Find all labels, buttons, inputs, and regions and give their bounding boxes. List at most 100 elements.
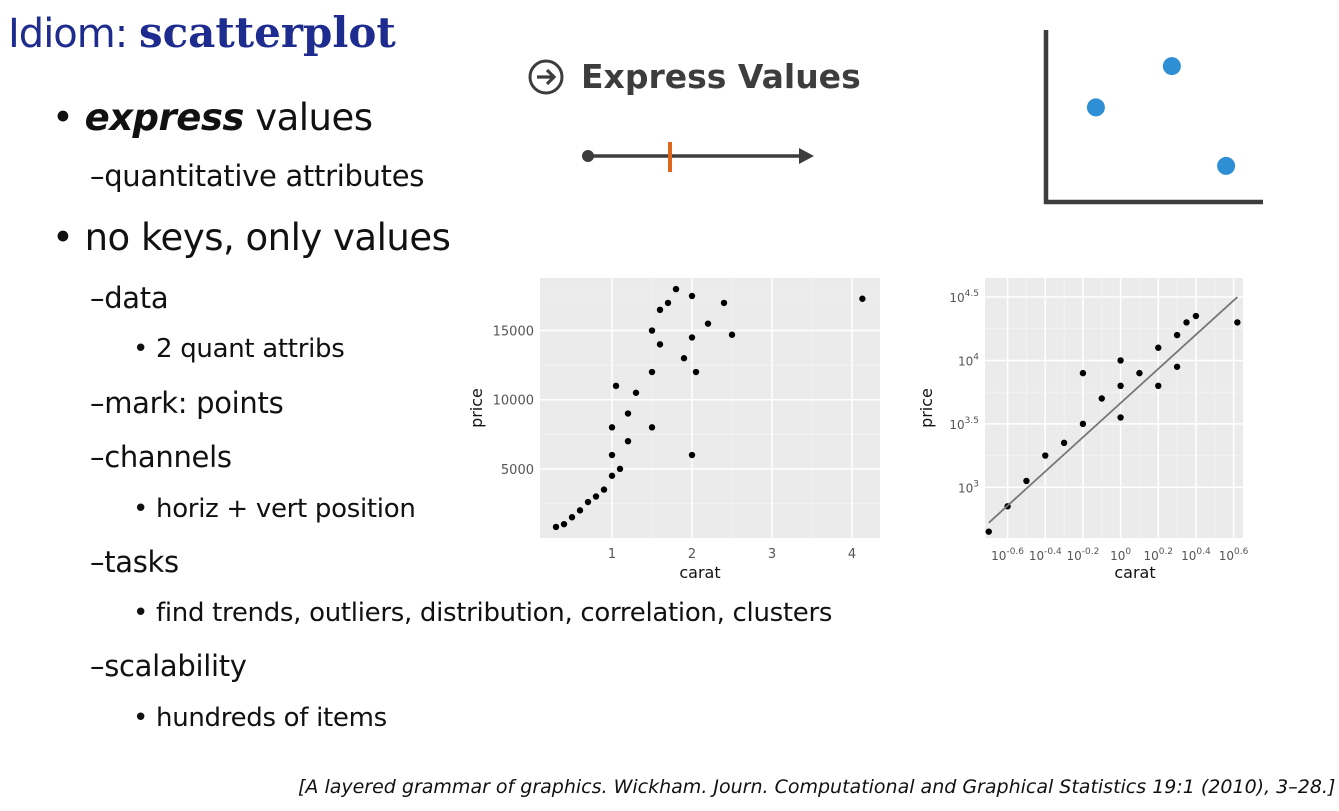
bullet-express-values: • express values [52,96,373,139]
data-point [688,334,696,341]
data-point [608,424,616,431]
data-point [728,331,736,338]
y-tick-labels: 5000 10000 15000 [493,325,534,478]
data-point [568,514,576,521]
bullet-no-keys: • no keys, only values [52,216,451,259]
scatterplot-linear: 1 2 3 4 5000 10000 15000 carat price [467,278,880,582]
data-point [1155,344,1162,351]
data-point [1079,369,1087,377]
data-point [552,523,560,531]
trend-line [988,296,1238,524]
express-values-header: Express Values [527,57,861,96]
grid-lines [985,278,1243,538]
x-tick-label: 1 [608,547,616,562]
data-point [704,320,712,327]
data-point [624,437,632,445]
data-point [616,465,624,473]
bullet-text: hundreds of items [156,703,387,733]
data-point [672,285,680,293]
bullet-quantitative-attributes: –quantitative attributes [90,159,425,193]
data-point [985,528,992,535]
y-axis-label: price [917,388,936,428]
data-point [576,507,584,514]
data-point [1023,477,1030,485]
data-point [1117,382,1124,390]
arrow-circle-icon [528,59,564,94]
data-point [688,292,696,300]
data-point [1234,319,1241,326]
data-point [1079,420,1087,428]
bullet-tasks: –tasks [90,545,179,579]
y-tick-label: 104 [958,352,979,368]
x-tick-label: 4 [848,547,856,562]
x-tick-label: 2 [688,547,696,562]
data-point [600,486,608,493]
y-tick-label: 103.5 [949,416,979,432]
data-point [1060,439,1068,447]
citation: [A layered grammar of graphics. Wickham.… [298,776,1336,798]
bullet-quant-attribs: • 2 quant attribs [133,334,345,364]
y-tick-label: 5000 [501,463,534,478]
data-point [1192,312,1200,320]
title-prefix: Idiom: [8,11,139,57]
y-axis-label: price [467,388,486,428]
bullet-text: horiz + vert position [156,494,416,524]
icon-point [1162,57,1181,76]
bullet-mark-points: –mark: points [90,386,284,420]
data-point [1155,382,1162,390]
icon-points [1086,57,1236,175]
data-point [720,299,728,307]
data-point [1136,369,1143,377]
panel-background [540,278,880,538]
data-points [985,312,1241,535]
bullet-emphasis: express [84,96,245,139]
bullet-data: –data [90,281,169,315]
x-axis-label: carat [679,563,720,582]
data-point [648,327,656,334]
bullet-channels: –channels [90,440,232,474]
bullet-hundreds: • hundreds of items [133,703,387,733]
data-point [1098,395,1105,402]
bullet-scalability: –scalability [90,649,247,683]
y-tick-label: 15000 [493,325,534,340]
bullet-find-trends: • find trends, outliers, distribution, c… [133,598,833,628]
data-point [1042,452,1049,459]
title-bold: scatterplot [138,8,396,57]
x-tick-label: 10-0.4 [1029,547,1062,563]
data-point [592,493,600,500]
position-channel-glyph [582,142,814,172]
x-tick-label: 100.2 [1143,547,1173,563]
data-point [680,355,688,362]
data-point [608,472,616,479]
data-point [656,306,664,314]
icon-point [1086,98,1105,117]
x-tick-label: 10-0.6 [991,547,1024,563]
x-tick-labels: 1 2 3 4 [608,547,856,562]
x-tick-label: 10-0.2 [1067,547,1100,563]
x-tick-label: 100 [1110,547,1131,563]
data-point [584,498,592,506]
icon-axes [1043,30,1263,205]
data-point [1117,357,1124,364]
data-point [1183,319,1190,326]
x-tick-label: 100.6 [1219,547,1249,563]
data-points [552,285,866,531]
arrow-head [799,148,814,164]
data-point [1117,414,1124,421]
icon-point [1217,156,1236,175]
data-point [648,424,656,431]
data-point [692,368,700,376]
scatterplot-log: 10-0.6 10-0.4 10-0.2 100 100.2 100.4 100.6 103… [917,278,1249,582]
data-point [632,389,640,396]
bullet-text: 2 quant attribs [156,334,345,364]
y-tick-labels: 103 103.5 104 104.5 [949,289,979,495]
y-tick-label: 104.5 [949,289,979,305]
bullet-text: values [243,96,373,139]
x-axis-label: carat [1114,563,1155,582]
bullet-text: no keys, only values [84,216,451,259]
icon-scatterplot [1043,30,1263,205]
x-tick-label: 100.4 [1181,547,1211,563]
y-tick-label: 10000 [493,394,534,409]
data-point [624,410,632,417]
bullet-position: • horiz + vert position [133,494,416,524]
